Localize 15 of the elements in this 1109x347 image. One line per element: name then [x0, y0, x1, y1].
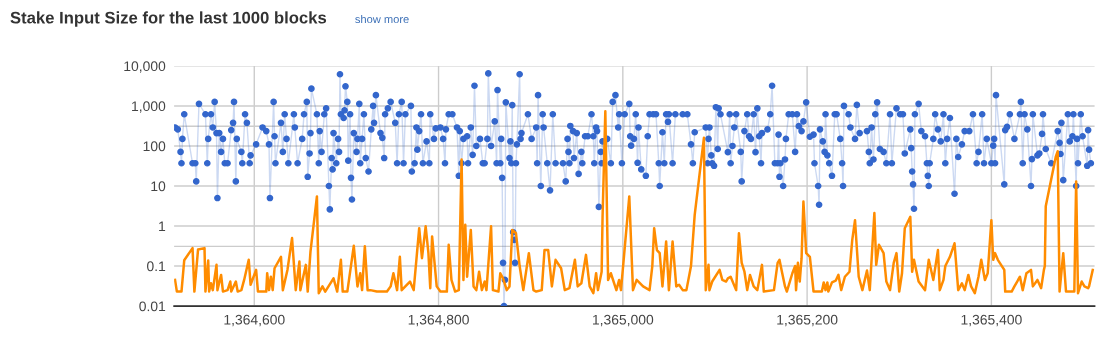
y-tick-label: 10	[151, 181, 166, 192]
y-tick-label: 10,000	[124, 61, 166, 73]
x-tick-label: 1,364,800	[408, 314, 469, 327]
x-tick-label: 1,365,200	[777, 314, 838, 327]
y-tick-label: 1,000	[132, 101, 166, 113]
x-tick-label: 1,365,000	[593, 314, 654, 327]
y-tick-label: 100	[143, 141, 166, 152]
chart-title: Stake Input Size for the last 1000 blocks	[10, 11, 327, 27]
y-tick-label: 0.01	[139, 301, 166, 312]
y-tick-label: 0.1	[147, 261, 166, 272]
text: show more	[355, 14, 409, 24]
x-tick-label: 1,364,600	[224, 314, 285, 327]
x-tick-label: 1,365,400	[961, 314, 1022, 327]
y-tick-label: 1	[159, 221, 166, 232]
line-series	[174, 109, 1094, 295]
